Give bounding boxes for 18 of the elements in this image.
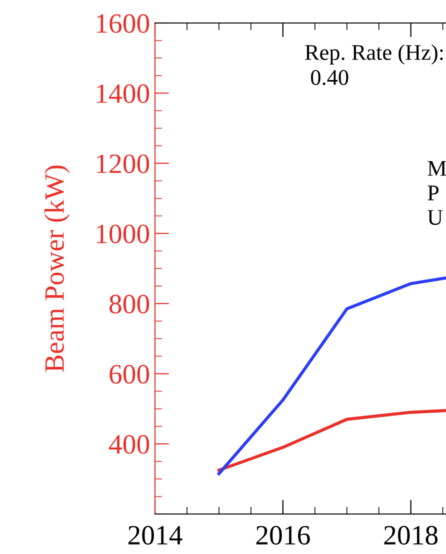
annotation: 0.40 bbox=[311, 70, 348, 86]
line-series bbox=[217, 276, 446, 476]
annotation: Rep. Rate (Hz): bbox=[305, 44, 443, 64]
x-tick-label: 2018 bbox=[384, 526, 438, 545]
x-tick-label: 2014 bbox=[128, 526, 182, 545]
annotation: M bbox=[428, 161, 446, 176]
annotation: U bbox=[428, 210, 443, 225]
y-axis-title: Beam Power (kW) bbox=[44, 166, 70, 372]
y-tick-label: 1400 bbox=[97, 84, 150, 104]
y-tick-label: 1200 bbox=[97, 154, 150, 174]
y-tick-label: 1600 bbox=[97, 14, 150, 33]
line-series bbox=[217, 409, 446, 472]
annotation: P bbox=[428, 186, 439, 200]
y-tick-label: 1000 bbox=[97, 224, 150, 244]
y-tick-label: 600 bbox=[110, 364, 150, 384]
y-tick-label: 400 bbox=[109, 435, 150, 454]
y-tick-label: 800 bbox=[110, 294, 150, 314]
x-tick-label: 2016 bbox=[256, 526, 310, 545]
